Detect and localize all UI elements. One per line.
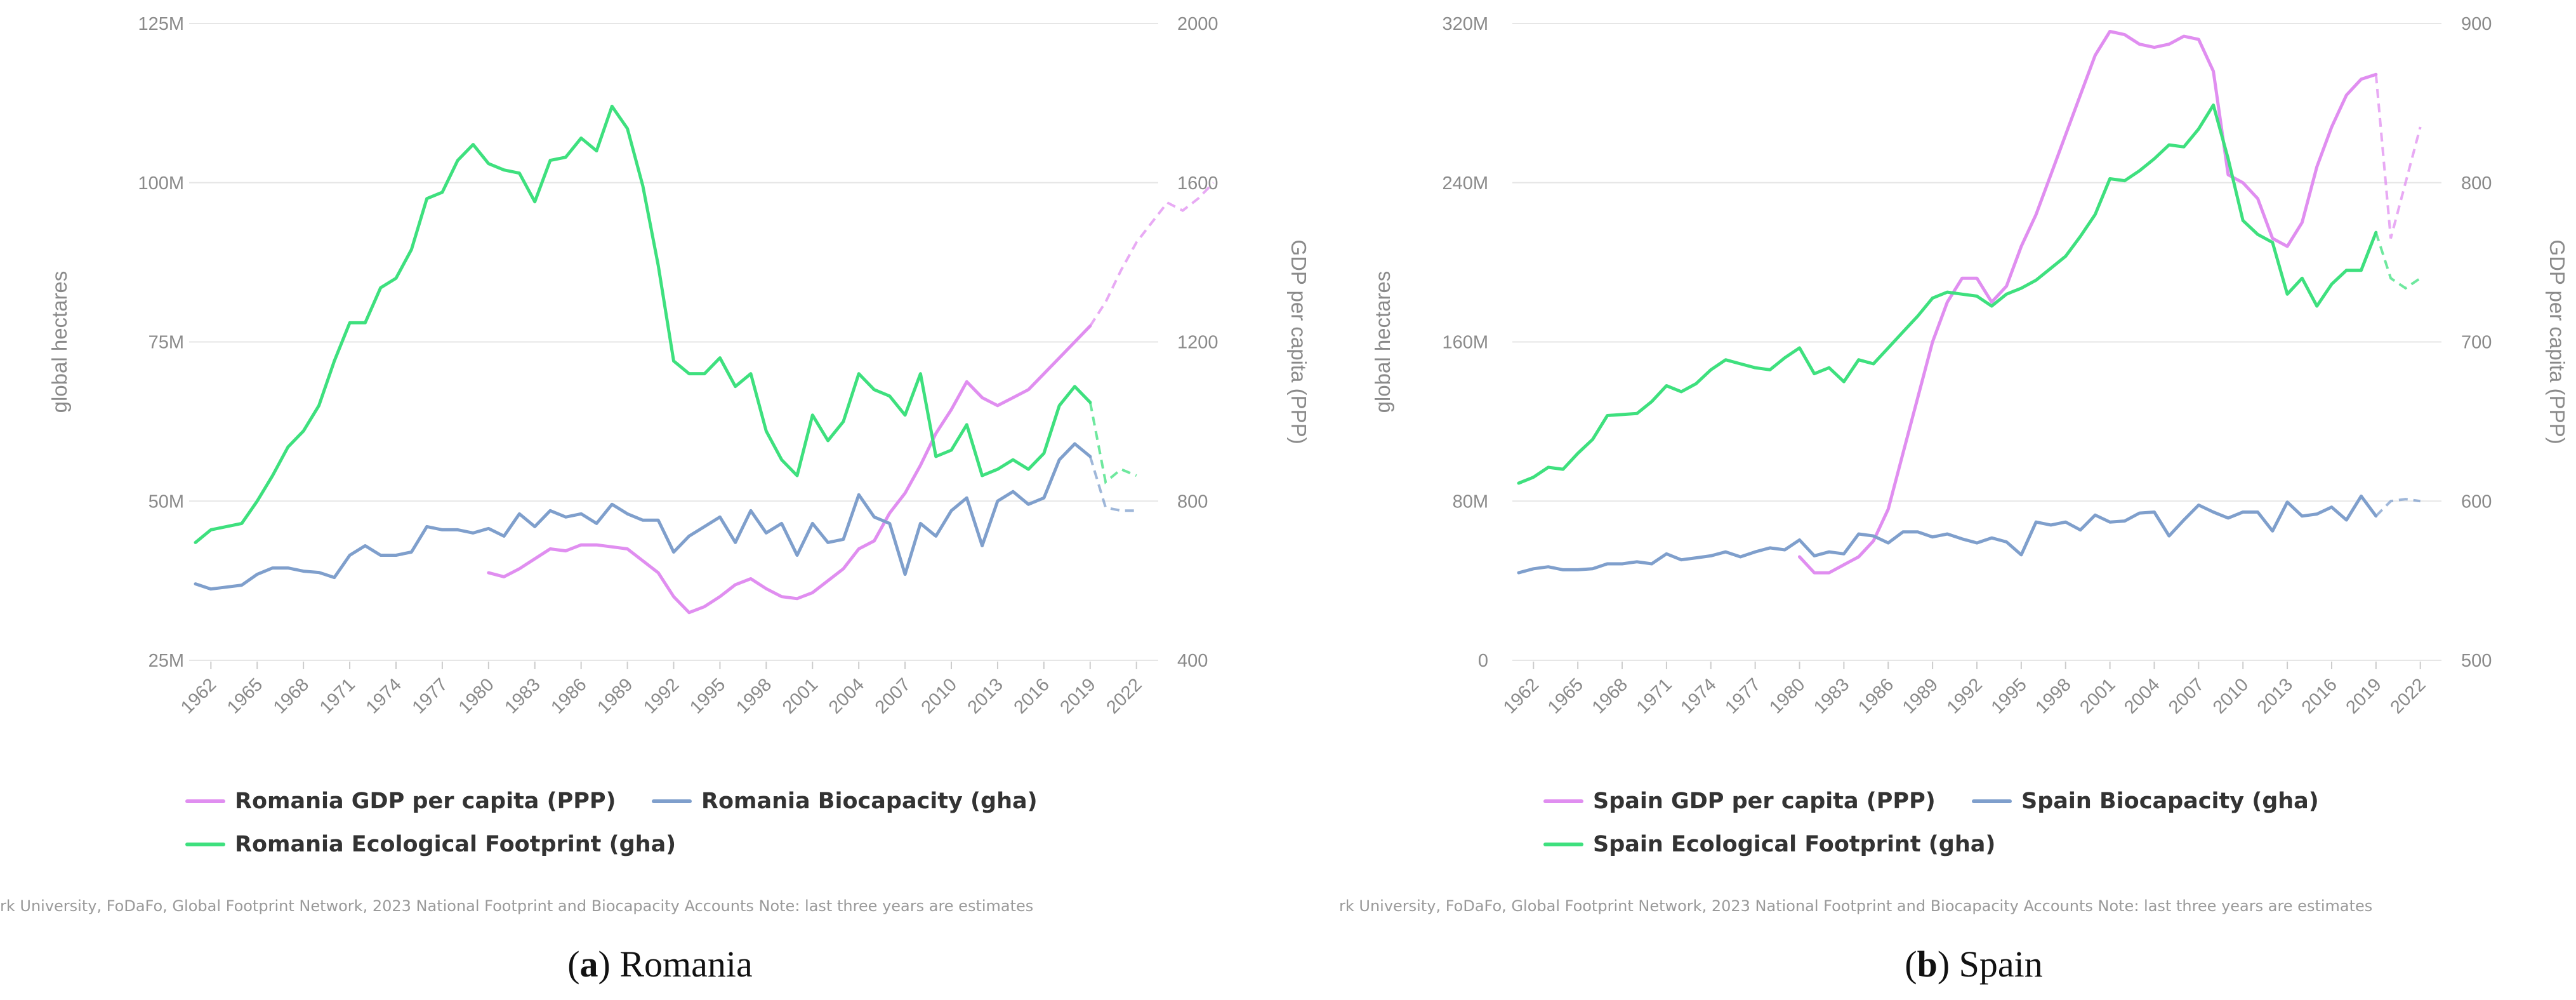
x-tick-label: 1962 — [1500, 674, 1543, 717]
y-axis-title-right: GDP per capita (PPP) — [2546, 239, 2569, 444]
x-tick-label: 1962 — [177, 674, 220, 717]
y-tick-right: 1200 — [1177, 333, 1219, 353]
x-tick-label: 1965 — [1544, 674, 1587, 717]
x-tick-label: 2010 — [2209, 674, 2252, 717]
y-tick-left: 100M — [138, 173, 184, 194]
series-estimate-romania-biocapacity-gha — [1088, 456, 1137, 512]
y-tick-right: 500 — [2461, 651, 2492, 671]
x-tick-label: 2004 — [825, 674, 868, 717]
series-line-romania-gdp-per-capita-ppp — [487, 324, 1092, 615]
x-tick-label: 2013 — [964, 674, 1007, 717]
x-tick-label: 2019 — [1056, 674, 1099, 717]
y-tick-left: 320M — [1442, 14, 1488, 34]
x-tick-label: 1983 — [1810, 674, 1853, 717]
y-tick-left: 240M — [1442, 173, 1488, 194]
x-tick-label: 1992 — [640, 674, 683, 717]
x-tick-label: 2007 — [2165, 674, 2208, 717]
y-tick-right: 800 — [1177, 491, 1208, 512]
x-tick-label: 1986 — [1854, 674, 1898, 717]
y-tick-left: 25M — [149, 651, 184, 671]
source-note: rk University, FoDaFo, Global Footprint … — [0, 897, 1033, 915]
series-estimate-spain-ecological-footprint-gha — [2374, 232, 2421, 290]
x-tick-label: 1965 — [223, 674, 267, 717]
x-tick-label: 2022 — [2386, 674, 2429, 717]
y-axis-title-left: global hectares — [1371, 271, 1394, 413]
x-tick-label: 1989 — [1899, 674, 1942, 717]
x-tick-label: 2016 — [1010, 674, 1054, 717]
x-tick-label: 1968 — [270, 674, 313, 717]
x-tick-label: 1998 — [2031, 674, 2075, 717]
x-tick-label: 1995 — [686, 674, 729, 717]
series-line-spain-ecological-footprint-gha — [1517, 103, 2378, 485]
x-tick-label: 1977 — [409, 674, 452, 717]
x-tick-label: 1992 — [1943, 674, 1986, 717]
x-tick-label: 1986 — [547, 674, 590, 717]
x-tick-label: 2007 — [871, 674, 915, 717]
y-axis-title-right: GDP per capita (PPP) — [1287, 239, 1311, 444]
x-tick-label: 1980 — [1766, 674, 1809, 717]
y-tick-right: 800 — [2461, 173, 2492, 194]
x-tick-label: 1968 — [1589, 674, 1632, 717]
x-tick-label: 2016 — [2298, 674, 2341, 717]
panel-caption: (a) Romania — [567, 943, 753, 985]
series-line-spain-biocapacity-gha — [1517, 494, 2378, 575]
x-tick-label: 1977 — [1721, 674, 1764, 717]
y-tick-left: 75M — [149, 333, 184, 353]
x-tick-label: 2004 — [2120, 674, 2163, 717]
legend-label: Romania GDP per capita (PPP) — [235, 789, 616, 814]
y-tick-left: 50M — [149, 491, 184, 512]
x-tick-label: 1974 — [362, 674, 406, 717]
series-line-spain-gdp-per-capita-ppp — [1798, 30, 2378, 575]
x-tick-label: 1974 — [1677, 674, 1720, 717]
x-tick-label: 2001 — [779, 674, 822, 717]
x-tick-label: 2010 — [918, 674, 961, 717]
y-tick-right: 1600 — [1177, 173, 1219, 194]
y-tick-right: 700 — [2461, 333, 2492, 353]
series-line-romania-biocapacity-gha — [194, 442, 1092, 591]
legend-label: Romania Ecological Footprint (gha) — [235, 832, 676, 857]
legend-label: Spain Biocapacity (gha) — [2021, 789, 2319, 814]
y-tick-right: 900 — [2461, 14, 2492, 34]
x-tick-label: 1998 — [732, 674, 776, 717]
legend-label: Spain Ecological Footprint (gha) — [1593, 832, 1995, 857]
y-axis-title-left: global hectares — [48, 271, 71, 413]
x-tick-label: 1989 — [593, 674, 637, 717]
y-tick-right: 600 — [2461, 491, 2492, 512]
x-tick-label: 2013 — [2254, 674, 2297, 717]
x-tick-label: 1971 — [316, 674, 359, 717]
source-note: rk University, FoDaFo, Global Footprint … — [1339, 897, 2372, 915]
series-estimate-spain-gdp-per-capita-ppp — [2374, 74, 2422, 239]
x-tick-label: 2022 — [1102, 674, 1146, 717]
x-tick-label: 2019 — [2342, 674, 2386, 717]
y-tick-left: 160M — [1442, 333, 1488, 353]
y-tick-left: 125M — [138, 14, 184, 34]
y-tick-right: 2000 — [1177, 14, 1219, 34]
x-tick-label: 1983 — [501, 674, 544, 717]
series-line-romania-ecological-footprint-gha — [194, 104, 1092, 544]
x-tick-label: 1995 — [1988, 674, 2031, 717]
y-tick-right: 400 — [1177, 651, 1208, 671]
legend-label: Spain GDP per capita (PPP) — [1593, 789, 1936, 814]
series-estimate-romania-ecological-footprint-gha — [1088, 402, 1137, 484]
y-tick-left: 0 — [1478, 651, 1488, 671]
x-tick-label: 2001 — [2076, 674, 2119, 717]
x-tick-label: 1971 — [1633, 674, 1676, 717]
legend-label: Romania Biocapacity (gha) — [701, 789, 1038, 814]
x-tick-label: 1980 — [455, 674, 498, 717]
series-estimate-romania-gdp-per-capita-ppp — [1089, 182, 1215, 327]
panel-caption: (b) Spain — [1905, 943, 2043, 985]
y-tick-left: 80M — [1453, 491, 1488, 512]
